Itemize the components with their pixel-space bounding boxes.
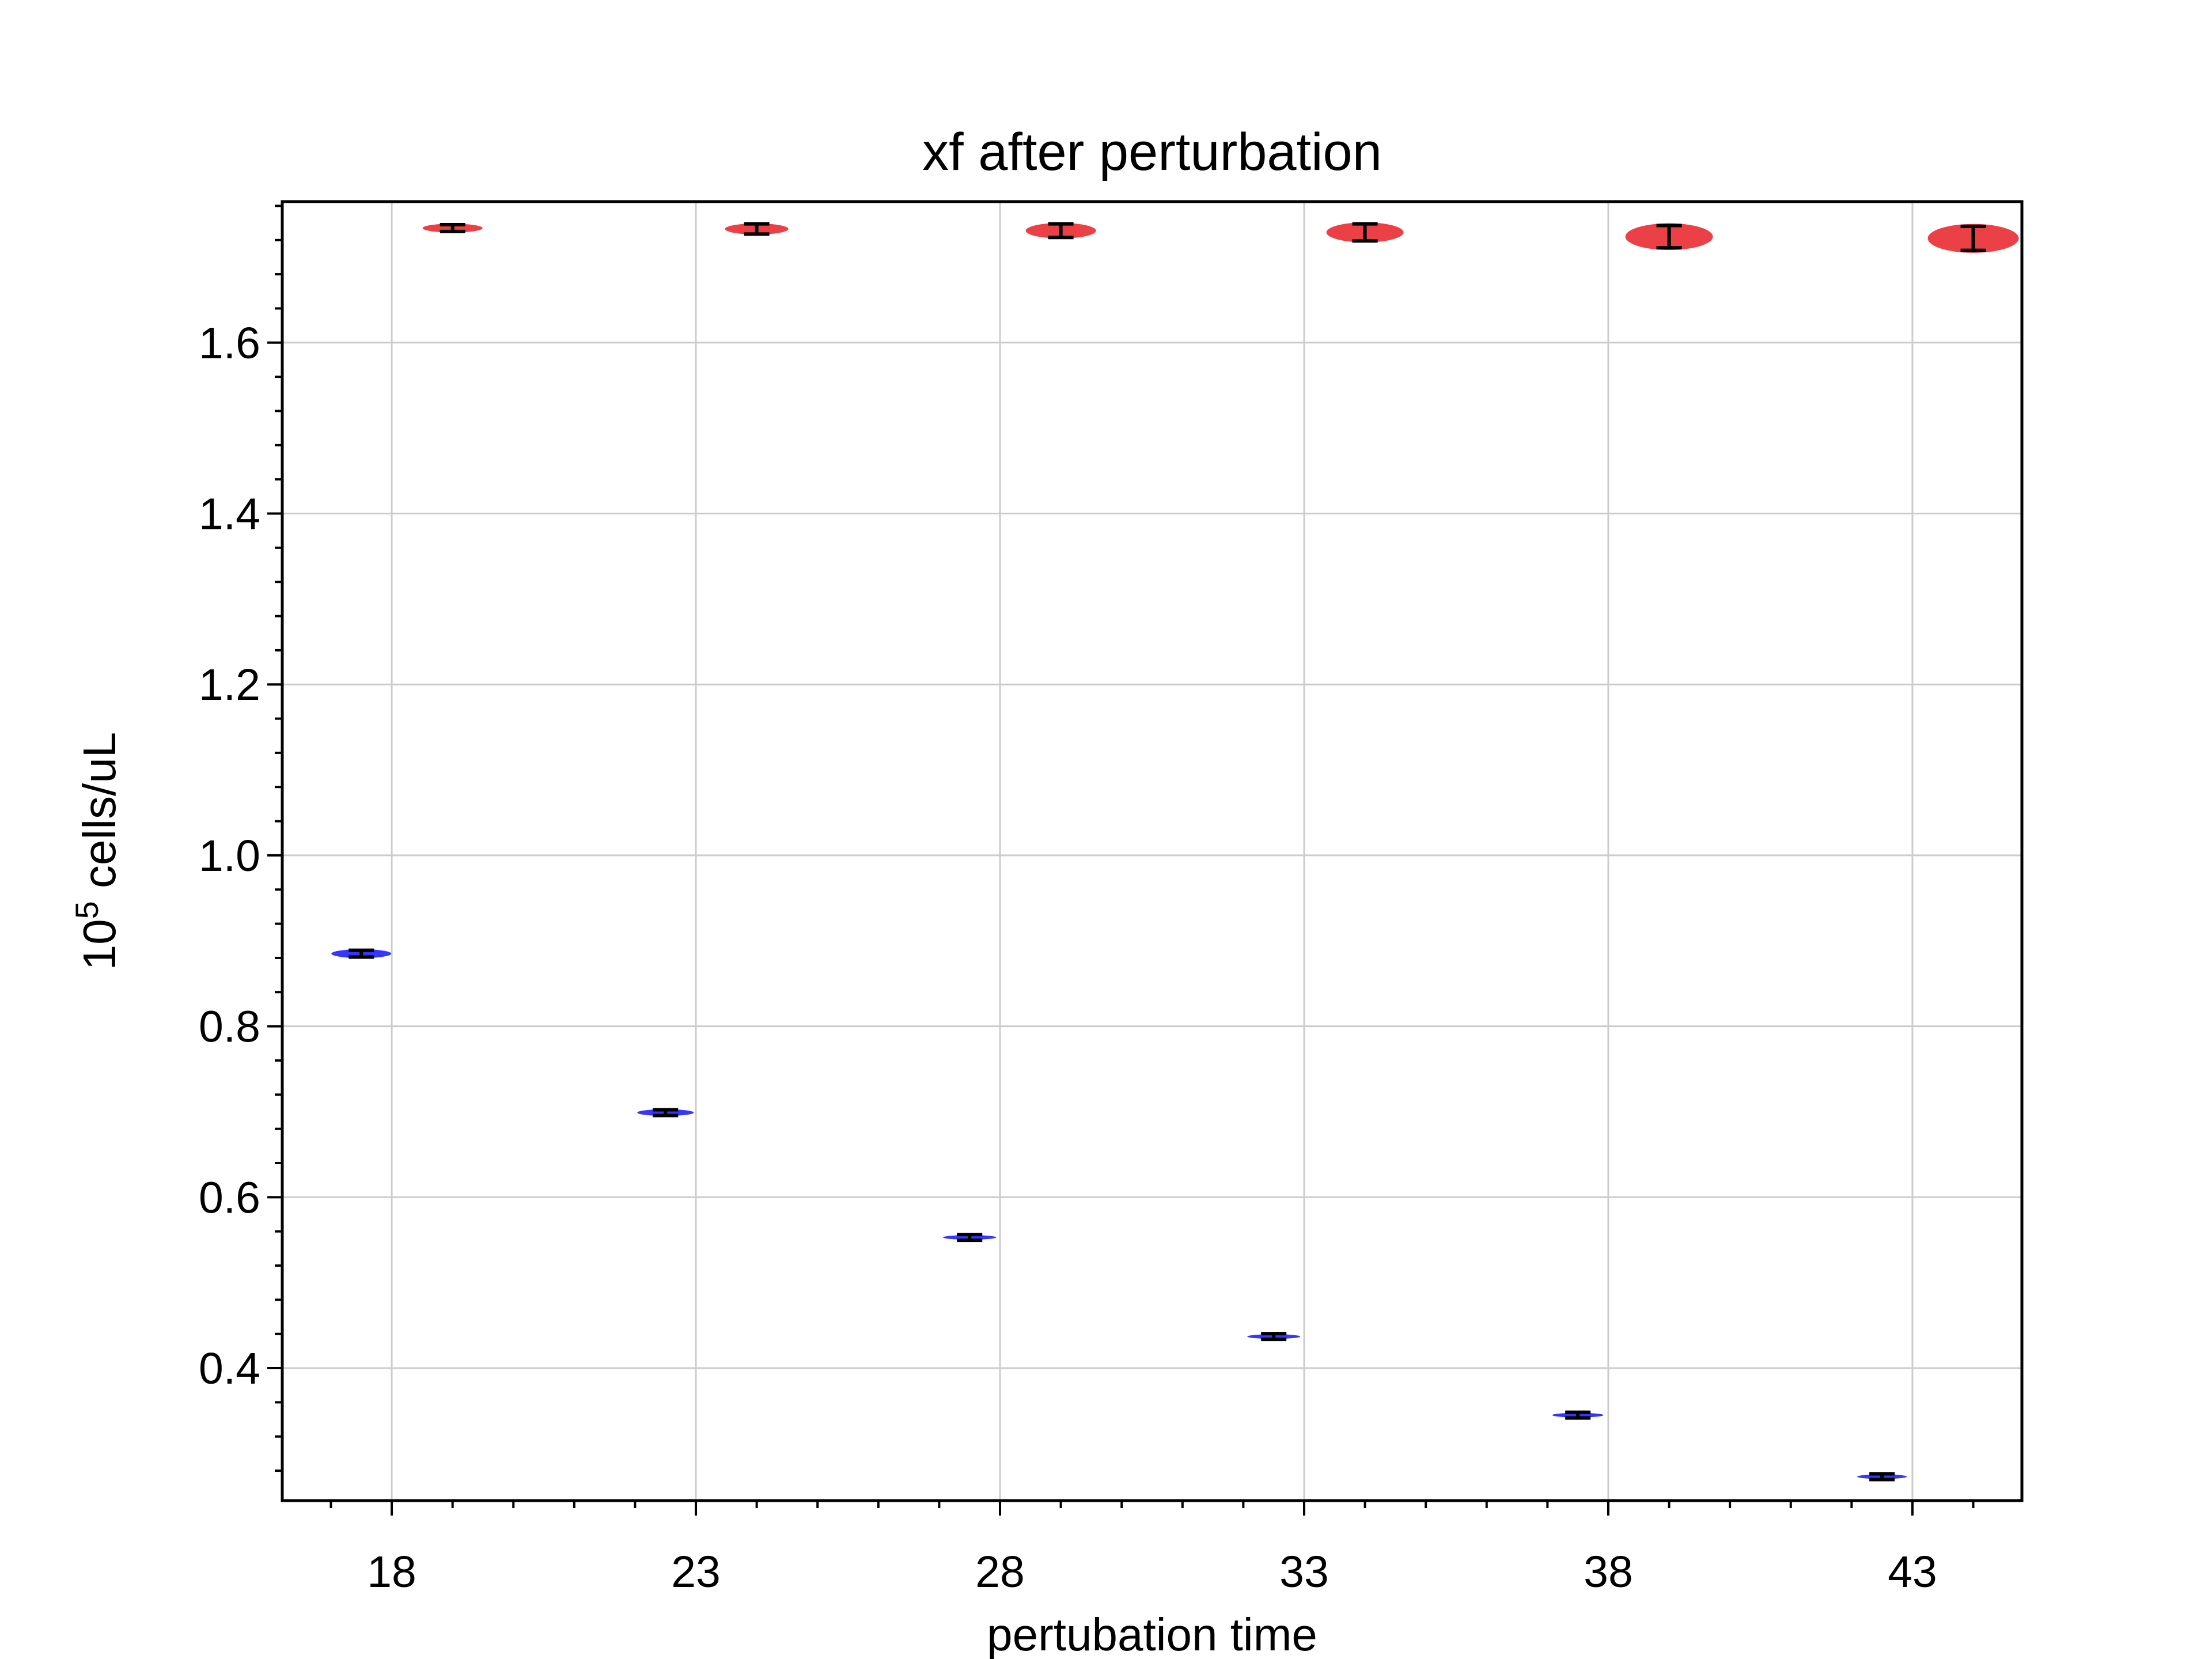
y-axis-label-exponent: 5 [69, 901, 105, 919]
x-axis-label: pertubation time [987, 1609, 1317, 1659]
y-tick-label: 1.4 [199, 489, 260, 539]
violin-marks [331, 222, 2019, 1482]
grid-lines [282, 202, 2022, 1501]
y-tick-label: 0.4 [199, 1344, 260, 1393]
y-tick-label: 0.8 [199, 1002, 260, 1052]
y-tick-label: 1.2 [199, 660, 260, 710]
x-tick-label: 28 [975, 1547, 1025, 1597]
chart-title: xf after perturbation [922, 123, 1382, 181]
axis-ticks [267, 204, 1975, 1516]
tick-labels: 18 23 28 33 38 43 0.4 0.6 0.8 1.0 1.2 1.4 1.6 [199, 319, 1937, 1597]
y-axis-label-base: 10 [74, 919, 125, 970]
x-tick-label: 33 [1279, 1547, 1329, 1597]
x-tick-label: 43 [1888, 1547, 1937, 1597]
x-tick-label: 38 [1584, 1547, 1633, 1597]
y-tick-label: 1.6 [199, 319, 260, 368]
plot-frame [281, 200, 2024, 1502]
y-tick-label: 0.6 [199, 1173, 260, 1222]
y-tick-label: 1.0 [199, 831, 260, 881]
x-tick-label: 23 [671, 1547, 721, 1597]
y-axis-label: 105 cells/uL [69, 732, 125, 971]
y-axis-label-unit: cells/uL [74, 732, 125, 901]
x-tick-label: 18 [367, 1547, 416, 1597]
